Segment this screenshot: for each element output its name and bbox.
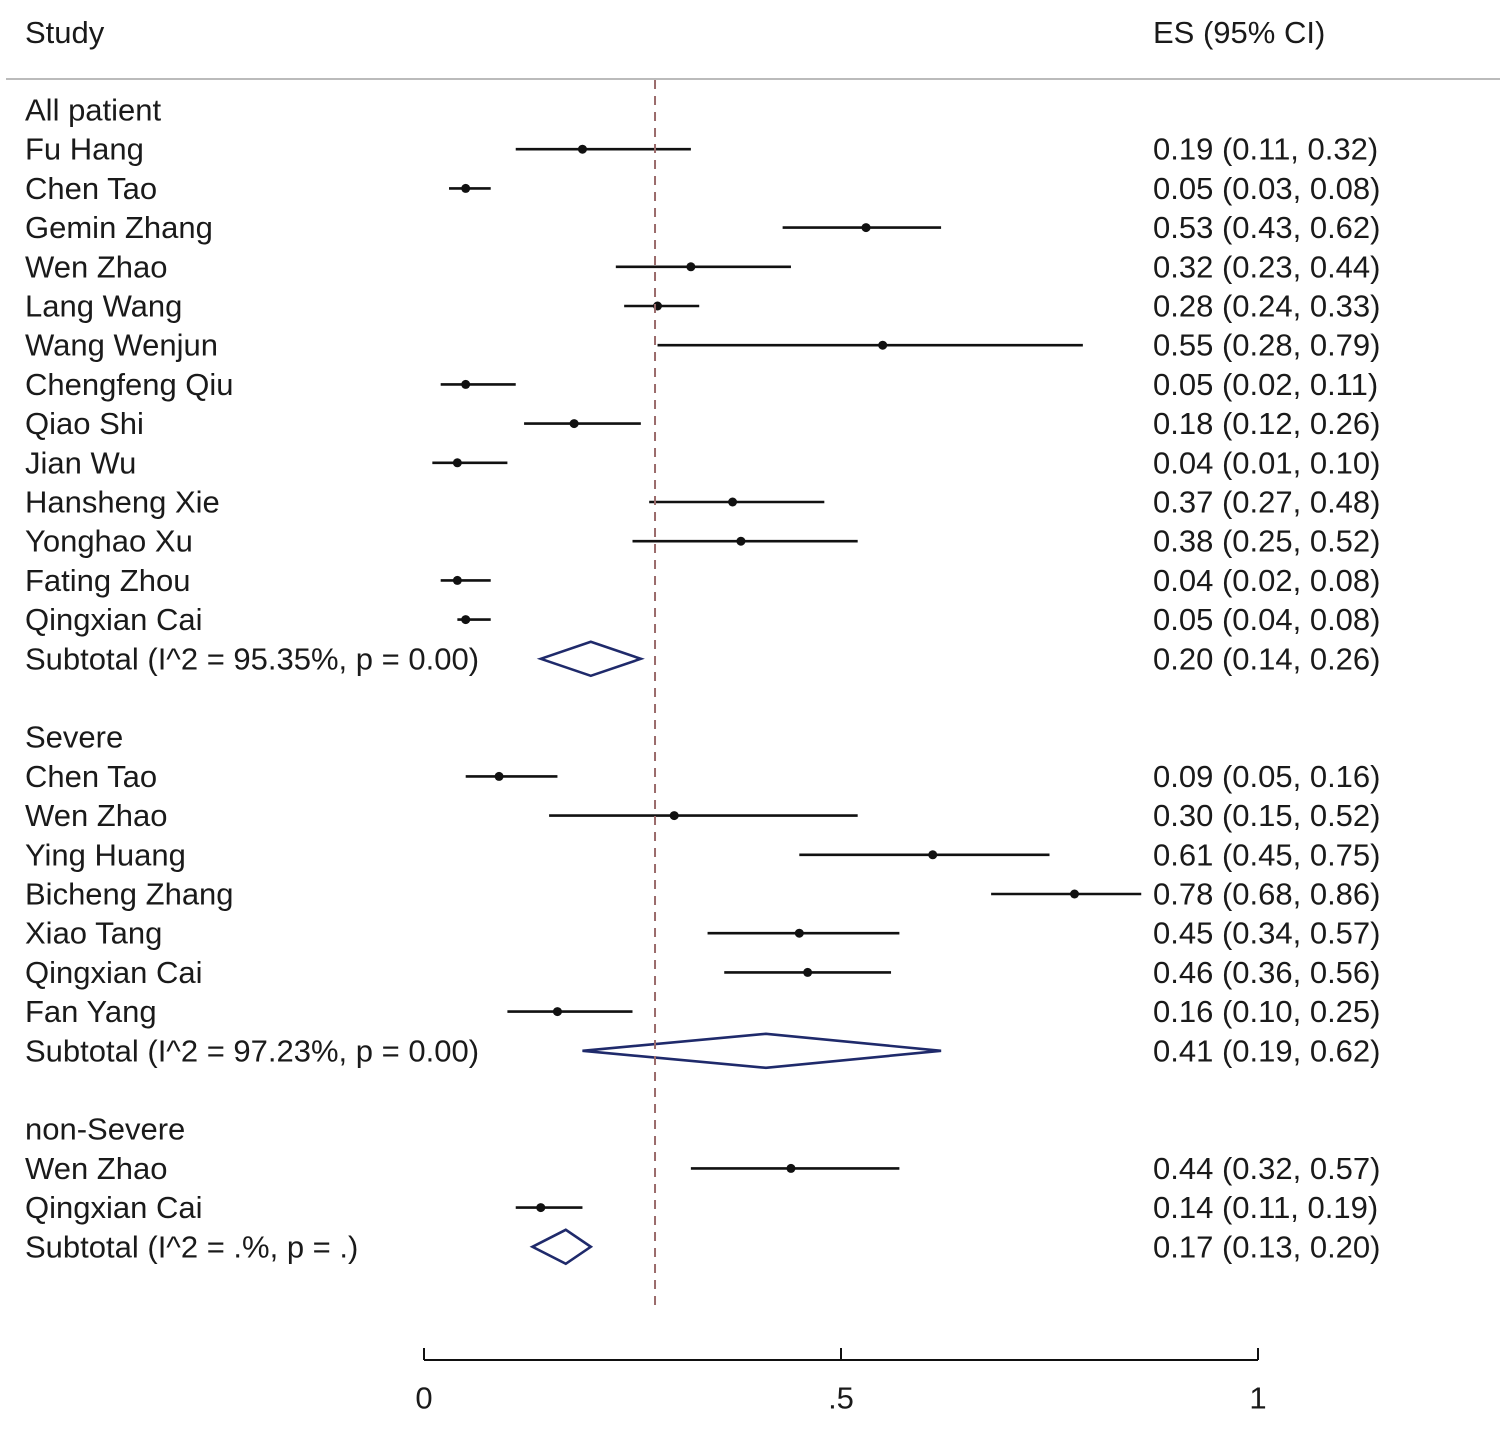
study-label: Hansheng Xie [25, 485, 220, 520]
point-estimate [728, 497, 738, 507]
es-label: 0.28 (0.24, 0.33) [1153, 289, 1381, 324]
study-label: Fating Zhou [25, 563, 190, 598]
study-label: Fu Hang [25, 132, 144, 167]
subtotal-diamond [582, 1032, 942, 1070]
es-label: 0.30 (0.15, 0.52) [1153, 798, 1381, 833]
point-estimate [452, 575, 462, 585]
study-label: Wen Zhao [25, 798, 167, 833]
x-axis: 0.5 1 [415, 1348, 1267, 1416]
es-label: 0.46 (0.36, 0.56) [1153, 955, 1381, 990]
plot-area: All patient Fu Hang 0.19 (0.11, 0.32) Chen … [25, 80, 1381, 1312]
study-label: Wang Wenjun [25, 328, 218, 363]
es-header: ES (95% CI) [1153, 15, 1325, 50]
study-label: Jian Wu [25, 445, 136, 480]
study-label: Lang Wang [25, 289, 182, 324]
es-label: 0.38 (0.25, 0.52) [1153, 524, 1381, 559]
point-estimate [461, 615, 471, 625]
es-label: 0.78 (0.68, 0.86) [1153, 877, 1381, 912]
es-label: 0.05 (0.04, 0.08) [1153, 602, 1381, 637]
point-estimate [577, 144, 587, 154]
es-label: 0.61 (0.45, 0.75) [1153, 837, 1381, 872]
es-label: 0.20 (0.14, 0.26) [1153, 641, 1381, 676]
study-label: Qingxian Cai [25, 1190, 202, 1225]
point-estimate [786, 1163, 796, 1173]
subtotal-diamond [529, 1228, 594, 1266]
x-tick-label: 1 [1249, 1381, 1266, 1416]
point-estimate [669, 811, 679, 821]
point-estimate [461, 379, 471, 389]
subtotal-diamond [536, 640, 645, 678]
es-label: 0.05 (0.03, 0.08) [1153, 171, 1381, 206]
group-label: All patient [25, 93, 162, 128]
es-label: 0.55 (0.28, 0.79) [1153, 328, 1381, 363]
point-estimate [861, 223, 871, 233]
group-label: Severe [25, 720, 123, 755]
point-estimate [878, 340, 888, 350]
study-label: Wen Zhao [25, 1151, 167, 1186]
es-label: 0.32 (0.23, 0.44) [1153, 249, 1381, 284]
study-label: Ying Huang [25, 837, 186, 872]
es-label: 0.09 (0.05, 0.16) [1153, 759, 1381, 794]
es-label: 0.44 (0.32, 0.57) [1153, 1151, 1381, 1186]
study-label: Qingxian Cai [25, 955, 202, 990]
point-estimate [552, 1007, 562, 1017]
study-label: Chen Tao [25, 759, 157, 794]
group-label: non-Severe [25, 1112, 185, 1147]
study-label: Qiao Shi [25, 406, 144, 441]
study-label: Bicheng Zhang [25, 877, 234, 912]
point-estimate [1070, 889, 1080, 899]
study-label: Qingxian Cai [25, 602, 202, 637]
subtotal-label: Subtotal (I^2 = .%, p = .) [25, 1229, 358, 1264]
point-estimate [536, 1203, 546, 1213]
es-label: 0.04 (0.01, 0.10) [1153, 445, 1381, 480]
es-label: 0.37 (0.27, 0.48) [1153, 485, 1381, 520]
point-estimate [452, 458, 462, 468]
study-label: Yonghao Xu [25, 524, 193, 559]
es-label: 0.05 (0.02, 0.11) [1153, 367, 1378, 402]
point-estimate [803, 967, 813, 977]
study-label: Xiao Tang [25, 916, 162, 951]
point-estimate [794, 928, 804, 938]
es-label: 0.17 (0.13, 0.20) [1153, 1229, 1381, 1264]
es-label: 0.19 (0.11, 0.32) [1153, 132, 1378, 167]
es-label: 0.14 (0.11, 0.19) [1153, 1190, 1378, 1225]
es-label: 0.45 (0.34, 0.57) [1153, 916, 1381, 951]
point-estimate [494, 771, 504, 781]
es-label: 0.53 (0.43, 0.62) [1153, 210, 1381, 245]
point-estimate [461, 183, 471, 193]
x-tick-label: .5 [828, 1381, 854, 1416]
es-label: 0.18 (0.12, 0.26) [1153, 406, 1381, 441]
study-label: Fan Yang [25, 994, 157, 1029]
es-label: 0.04 (0.02, 0.08) [1153, 563, 1381, 598]
study-label: Chengfeng Qiu [25, 367, 234, 402]
study-label: Chen Tao [25, 171, 157, 206]
es-label: 0.41 (0.19, 0.62) [1153, 1033, 1381, 1068]
point-estimate [569, 419, 579, 429]
study-label: Gemin Zhang [25, 210, 213, 245]
subtotal-label: Subtotal (I^2 = 95.35%, p = 0.00) [25, 641, 479, 676]
point-estimate [928, 850, 938, 860]
point-estimate [686, 262, 696, 272]
study-header: Study [25, 15, 105, 50]
subtotal-label: Subtotal (I^2 = 97.23%, p = 0.00) [25, 1033, 479, 1068]
study-label: Wen Zhao [25, 249, 167, 284]
x-tick-label: 0 [415, 1381, 432, 1416]
point-estimate [736, 536, 746, 546]
es-label: 0.16 (0.10, 0.25) [1153, 994, 1381, 1029]
